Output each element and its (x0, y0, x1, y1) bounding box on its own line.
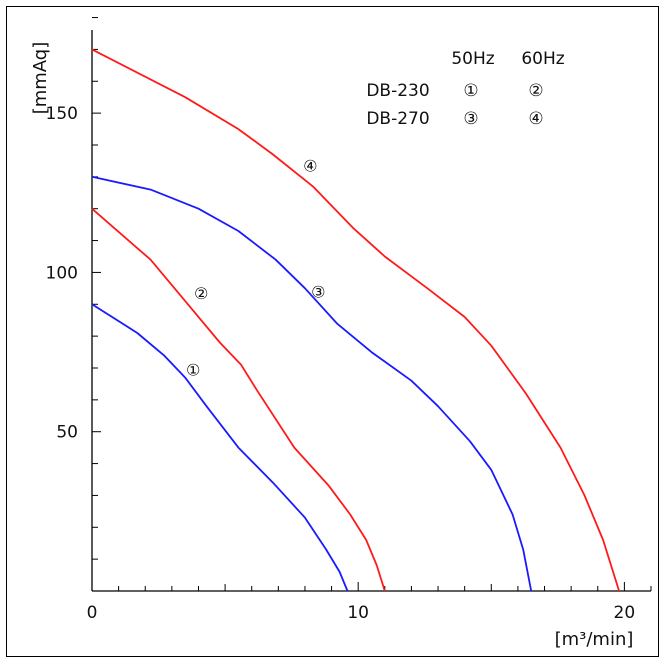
curve-label-4: ④ (303, 157, 317, 176)
curve-2 (92, 209, 385, 591)
x-tick-label-10: 10 (347, 603, 369, 623)
legend-header-60hz: 60Hz (521, 49, 564, 69)
legend-cell-db270-50hz: ③ (463, 109, 478, 129)
curve-label-3: ③ (311, 283, 325, 302)
curve-4 (92, 49, 619, 591)
y-tick-label-100: 100 (46, 263, 78, 283)
legend-cell-db270-60hz: ④ (528, 109, 543, 129)
legend-header-50hz: 50Hz (451, 49, 494, 69)
y-axis-title: [mmAq] (30, 42, 51, 115)
legend-model-db270: DB-270 (366, 109, 429, 129)
x-tick-label-20: 20 (614, 603, 636, 623)
legend-table: 50Hz 60Hz DB-230 ① ② DB-270 ③ ④ (366, 49, 564, 129)
x-axis-title: [m³/min] (555, 629, 634, 650)
axes (92, 18, 651, 591)
curve-label-1: ① (186, 361, 200, 380)
legend-cell-db230-60hz: ② (528, 81, 543, 101)
legend-cell-db230-50hz: ① (463, 81, 478, 101)
legend-model-db230: DB-230 (366, 81, 429, 101)
y-tick-label-50: 50 (56, 423, 78, 443)
x-tick-label-0: 0 (87, 603, 98, 623)
curve-label-2: ② (194, 284, 208, 303)
curves (92, 49, 619, 591)
curve-1 (92, 304, 348, 591)
